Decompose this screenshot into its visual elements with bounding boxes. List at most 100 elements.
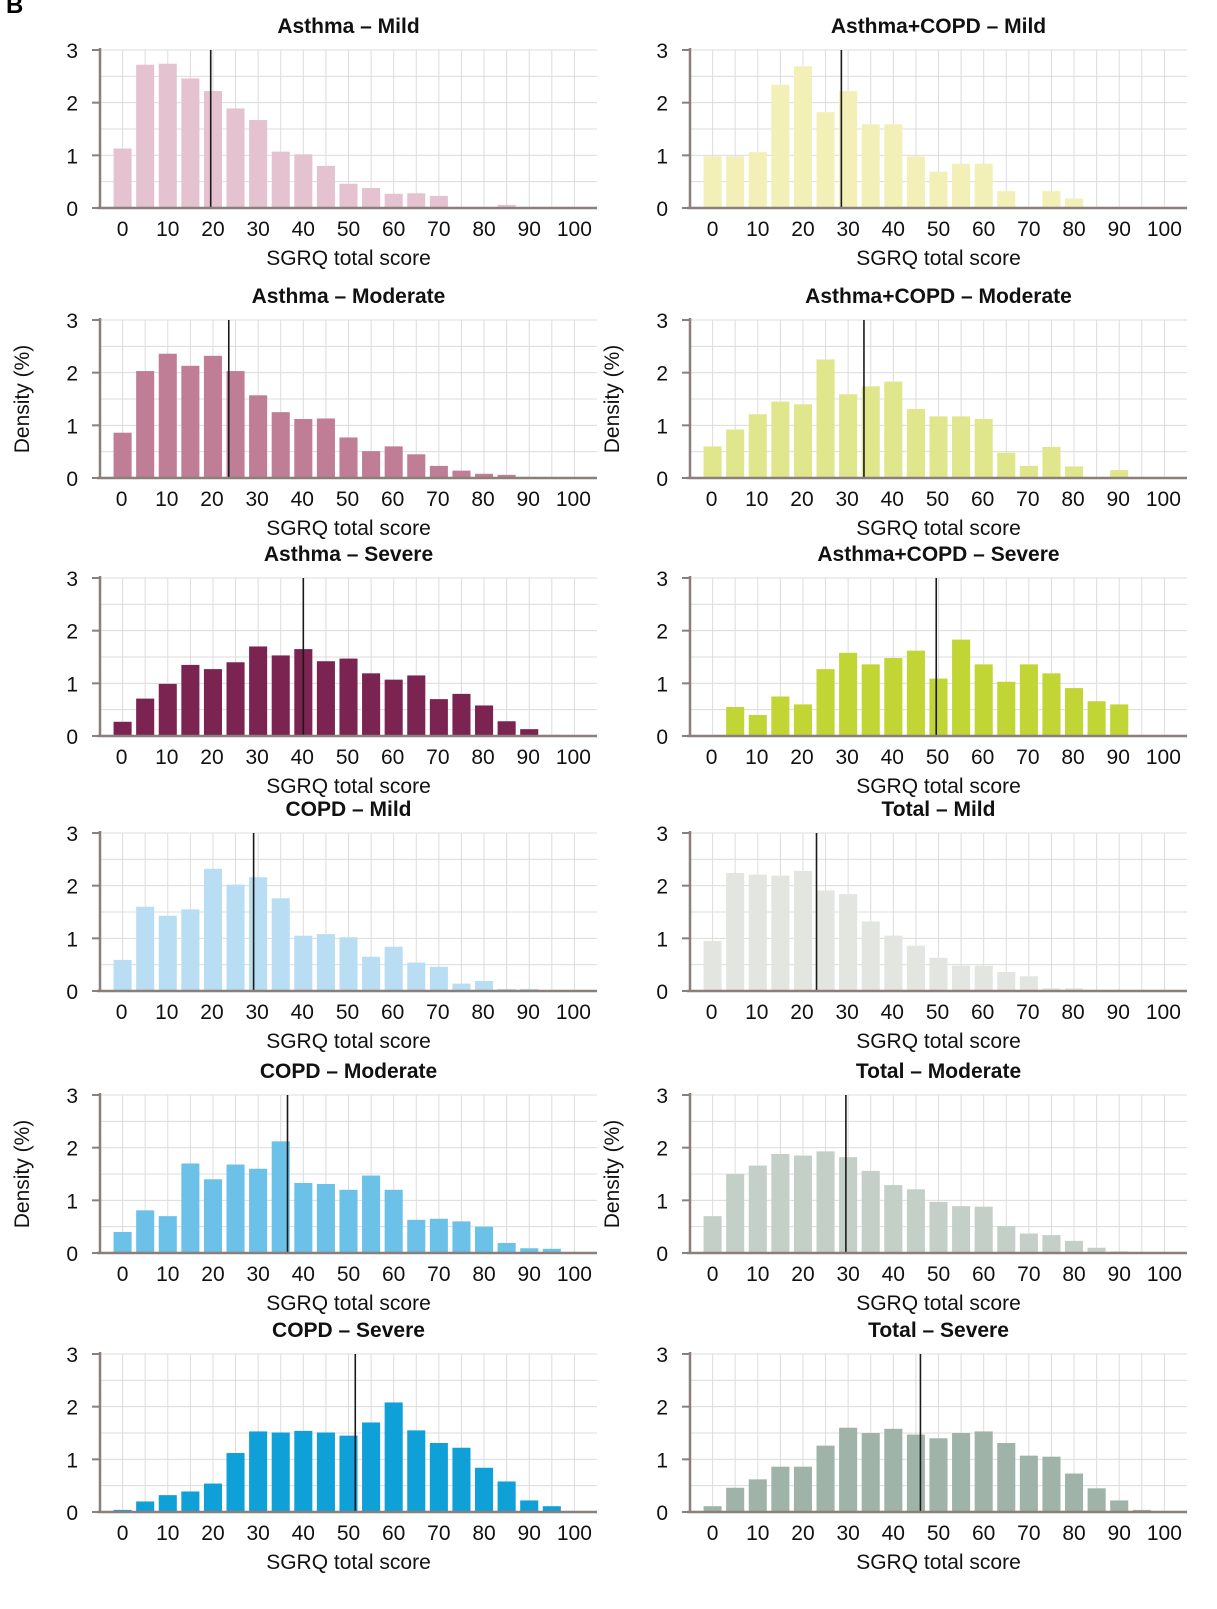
histogram-bar [429,195,448,208]
histogram-bar [520,729,539,736]
histogram-bar [793,870,812,991]
histogram-bar [906,156,925,208]
x-tick-label: 40 [292,1522,315,1545]
histogram-bar [249,395,268,478]
histogram-bar [384,193,403,208]
x-tick-label: 30 [835,1001,858,1024]
x-tick-label: 80 [1062,1263,1085,1286]
x-tick-label: 50 [336,1001,359,1024]
histogram-bar [929,1438,948,1512]
x-axis-label: SGRQ total score [856,1551,1021,1574]
x-tick-label: 0 [116,746,128,769]
x-tick-label: 80 [472,1522,495,1545]
y-tick-label: 1 [656,1449,668,1472]
histogram-bar [1087,701,1106,736]
histogram-bar [249,877,268,991]
x-tick-label: 70 [426,1001,449,1024]
x-tick-label: 40 [881,1001,904,1024]
histogram-bar [816,669,835,736]
x-tick-label: 50 [337,218,360,241]
histogram-bar [362,1175,381,1253]
histogram-bar [1065,988,1084,991]
histogram-bar [181,78,200,208]
histogram-bar [952,965,971,991]
histogram-bar [497,204,516,208]
histogram-bar [475,980,494,991]
y-tick-label: 1 [656,673,668,696]
x-tick-label: 20 [791,218,814,241]
histogram-bar [861,1433,880,1512]
y-tick-label: 1 [66,928,78,951]
chart-title: COPD – Severe [272,1319,425,1342]
x-tick-label: 70 [1017,1263,1040,1286]
x-tick-label: 10 [156,218,179,241]
histogram-bar [726,707,745,736]
y-tick-label: 2 [656,1138,668,1161]
y-tick-label: 1 [656,415,668,438]
histogram-bar [1042,673,1061,736]
x-tick-label: 20 [791,1263,814,1286]
histogram-bar [429,465,448,478]
histogram-bar [407,1219,426,1253]
histogram-bar [181,1491,200,1512]
histogram-bar [997,191,1016,208]
histogram-bar [362,673,381,736]
x-tick-label: 70 [1016,488,1039,511]
histogram-bar [136,698,155,736]
y-tick-label: 1 [66,415,78,438]
histogram-bar [362,187,381,208]
histogram-bar [384,946,403,991]
x-tick-label: 80 [471,1001,494,1024]
histogram-bar [1065,466,1084,478]
histogram-bar [362,1422,381,1512]
histogram-bar [861,921,880,991]
histogram-bar [158,63,177,209]
y-tick-label: 3 [656,823,668,846]
x-tick-label: 60 [382,1522,405,1545]
y-tick-label: 0 [66,198,78,221]
x-tick-label: 30 [245,746,268,769]
histogram-bar [861,124,880,208]
chart-title: Asthma – Mild [277,15,419,38]
x-tick-label: 0 [117,218,129,241]
histogram-bar [407,1430,426,1512]
histogram-bar [793,1466,812,1512]
x-tick-label: 90 [518,1522,541,1545]
y-tick-label: 0 [656,981,668,1004]
histogram-bar [497,1481,516,1512]
histogram-bar [816,359,835,478]
x-tick-label: 40 [292,1263,315,1286]
histogram-bar [249,120,268,208]
histogram-bar [362,956,381,991]
x-tick-label: 10 [745,488,768,511]
histogram-bar [226,108,245,208]
histogram-bar [294,1182,313,1253]
x-axis-label: SGRQ total score [266,1292,431,1315]
histogram-bar [271,655,290,736]
x-tick-label: 60 [382,1263,405,1286]
histogram-bar [429,966,448,991]
histogram-bar [384,1402,403,1512]
y-tick-label: 0 [66,468,78,491]
x-axis-label: SGRQ total score [856,247,1021,270]
histogram-bar [429,1218,448,1253]
x-tick-label: 10 [155,1001,178,1024]
histogram-bar [452,470,471,478]
x-tick-label: 30 [835,488,858,511]
y-tick-label: 3 [656,568,668,591]
histogram-bar [136,371,155,478]
x-tick-label: 10 [156,1522,179,1545]
histogram-bar [407,454,426,478]
histogram-bar [726,1174,745,1253]
histogram-bar [113,1231,132,1253]
histogram-bar [316,1432,335,1512]
histogram-bar [748,874,767,991]
histogram-bar [1019,1455,1038,1512]
histogram-bar [203,355,222,478]
histogram-bar [703,446,722,478]
x-tick-label: 50 [336,746,359,769]
histogram-bar [748,714,767,736]
